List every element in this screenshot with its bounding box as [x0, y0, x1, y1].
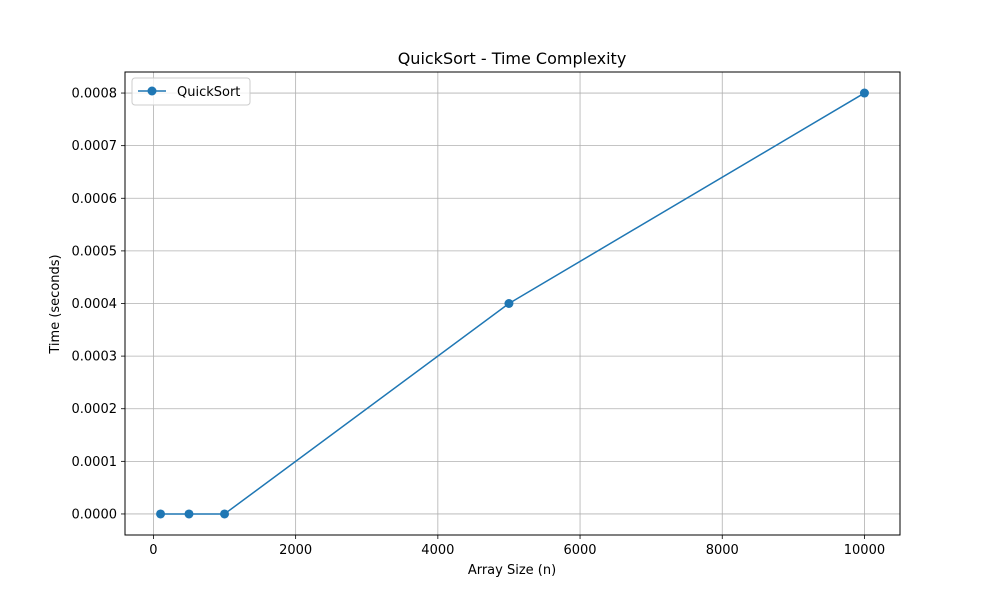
- legend: QuickSort: [131, 77, 251, 106]
- data-point: [504, 299, 514, 308]
- legend-marker: [147, 86, 157, 96]
- y-tick-label: 0.0007: [72, 139, 118, 154]
- legend-box: [131, 77, 251, 106]
- data-point: [220, 509, 230, 519]
- y-axis-label: Time (seconds): [48, 254, 63, 354]
- y-tick-label: 0.0001: [72, 455, 118, 470]
- data-point: [859, 88, 869, 98]
- y-tick-label: 0.0000: [72, 507, 118, 522]
- y-tick-label: 0.0005: [72, 244, 118, 259]
- legend-label: QuickSort: [177, 85, 240, 100]
- x-tick-label: 4000: [421, 543, 454, 558]
- y-tick-label: 0.0004: [72, 297, 118, 312]
- data-point: [156, 509, 166, 519]
- x-tick-label: 6000: [563, 543, 596, 558]
- y-tick-label: 0.0006: [72, 192, 118, 207]
- chart-title: QuickSort - Time Complexity: [398, 49, 627, 68]
- data-point: [184, 509, 194, 519]
- x-tick-label: 8000: [706, 543, 739, 558]
- x-tick-label: 2000: [279, 543, 312, 558]
- x-axis-label: Array Size (n): [468, 563, 556, 578]
- y-tick-label: 0.0008: [72, 87, 118, 102]
- x-tick-label: 0: [149, 543, 157, 558]
- y-tick-label: 0.0002: [72, 402, 118, 417]
- x-axis-ticks: 0 2000 4000 6000 8000 10000: [149, 535, 885, 558]
- y-tick-label: 0.0003: [72, 350, 118, 365]
- y-axis-ticks: 0.0000 0.0001 0.0002 0.0003 0.0004 0.0005 0.00…: [72, 87, 125, 522]
- x-tick-label: 10000: [844, 543, 885, 558]
- series-layer: [156, 88, 869, 519]
